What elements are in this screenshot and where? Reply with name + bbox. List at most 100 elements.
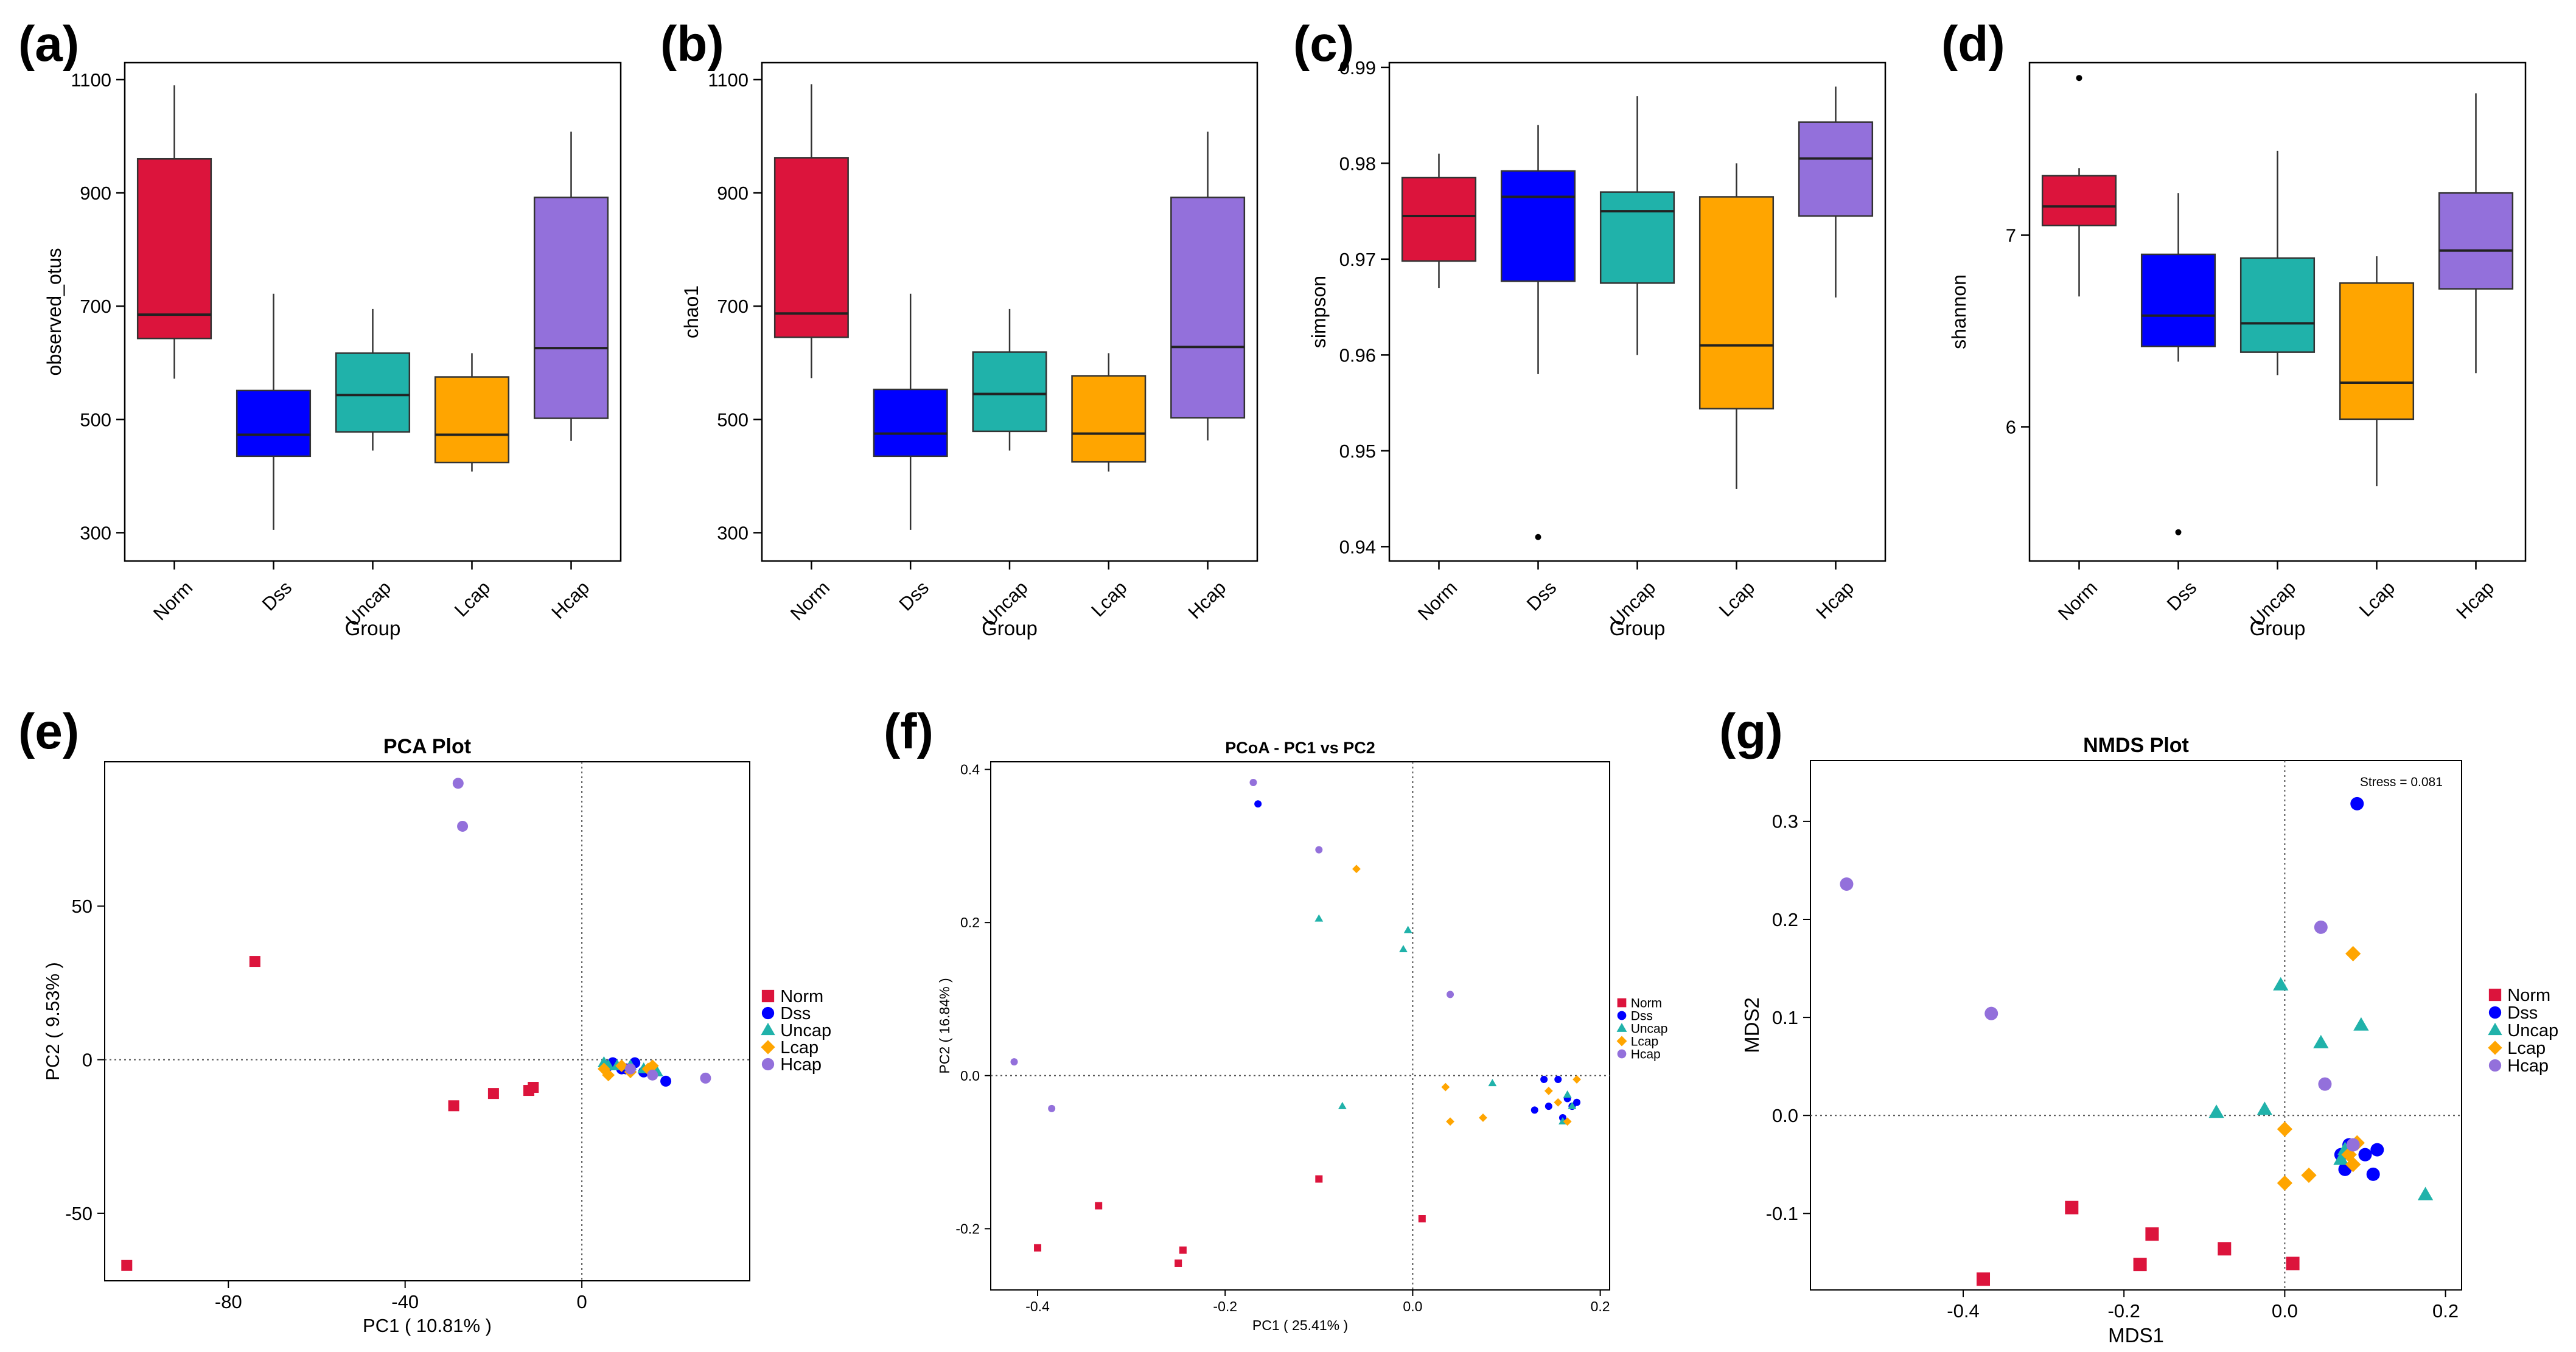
legend-key-lcap (761, 1040, 775, 1054)
data-point-dss (2350, 796, 2364, 810)
data-point-hcap (1010, 1058, 1018, 1066)
y-axis-label: simpson (1308, 276, 1330, 348)
data-point-uncap (2417, 1186, 2434, 1200)
legend-key-lcap (1616, 1036, 1627, 1047)
box-norm (2041, 75, 2117, 297)
x-tick-label: 0 (576, 1291, 587, 1312)
box-uncap (972, 308, 1047, 451)
x-axis-label: PC1 ( 10.81% ) (363, 1315, 492, 1336)
data-point-norm (528, 1082, 539, 1093)
series-dss (1254, 800, 1581, 1121)
y-tick-label: 0.94 (1339, 536, 1376, 557)
data-point-dss (1573, 1098, 1581, 1106)
data-point-lcap (1544, 1087, 1553, 1095)
data-point-lcap (1352, 865, 1361, 874)
box-iqr (1401, 176, 1477, 262)
series-hcap (1840, 877, 2360, 1152)
data-point-uncap (2333, 1151, 2349, 1165)
x-tick-label: Dss (258, 577, 296, 615)
data-point-norm (2065, 1200, 2079, 1214)
box-iqr (236, 389, 312, 458)
legend-label: Uncap (780, 1021, 831, 1040)
series-dss (2334, 796, 2384, 1181)
panel-label: (c) (1293, 16, 1354, 72)
y-tick-label: 300 (80, 522, 111, 543)
box-iqr (873, 388, 948, 458)
y-tick-label: 500 (80, 409, 111, 430)
legend-label: Lcap (780, 1038, 819, 1058)
data-point-norm (1034, 1244, 1042, 1252)
y-tick-label: -0.1 (1766, 1203, 1798, 1224)
data-point-hcap (624, 1063, 636, 1075)
legend-key-norm (761, 989, 775, 1003)
box-uncap (1599, 96, 1675, 355)
y-tick-label: -50 (65, 1203, 92, 1224)
x-tick-label: Hcap (2452, 577, 2498, 623)
data-point-hcap (1249, 778, 1257, 786)
x-tick-label: -0.2 (1213, 1298, 1237, 1314)
data-point-lcap (615, 1059, 628, 1073)
x-tick-label: Dss (895, 577, 933, 615)
data-point-lcap (2277, 1121, 2293, 1137)
y-tick-label: 500 (717, 409, 749, 430)
series-lcap (2277, 946, 2365, 1191)
scatter-panel-f: PCoA - PC1 vs PC2 -0.4 -0.2 0.0 0.2 -0.2 0.0 0.… (937, 739, 1667, 1333)
data-point-uncap (2257, 1101, 2273, 1115)
plot-frame (1810, 760, 2462, 1291)
data-point-dss (1540, 1076, 1548, 1084)
y-tick-label: 0.99 (1339, 57, 1376, 78)
legend-key-lcap (2488, 1040, 2502, 1055)
data-point-norm (1315, 1175, 1323, 1183)
y-tick-label: 0.96 (1339, 344, 1376, 366)
stress-annotation: Stress = 0.081 (2360, 775, 2443, 789)
x-tick-label: Dss (2163, 577, 2201, 615)
x-tick-label: Norm (149, 577, 197, 624)
box-iqr (434, 376, 510, 464)
data-point-norm (1418, 1215, 1426, 1223)
box-uncap (335, 308, 411, 451)
outlier-point (2076, 75, 2082, 82)
x-tick-label: Hcap (547, 577, 593, 623)
legend-label: Hcap (2507, 1056, 2549, 1076)
y-tick-label: 1100 (71, 69, 111, 91)
x-tick-label: Lcap (1715, 577, 1759, 621)
box-hcap (1798, 86, 1874, 298)
data-point-norm (249, 956, 260, 967)
y-axis-label: chao1 (680, 285, 702, 338)
x-tick-label: Lcap (2355, 577, 2399, 621)
data-point-norm (1977, 1272, 1991, 1286)
y-axis-label: PC2 ( 9.53% ) (42, 962, 63, 1081)
data-point-hcap (647, 1069, 658, 1081)
data-point-dss (2366, 1167, 2380, 1181)
x-tick-label: Lcap (450, 577, 494, 621)
box-iqr (533, 197, 609, 419)
data-point-uncap (1314, 914, 1324, 922)
legend-label: Lcap (1631, 1034, 1659, 1048)
series-lcap (1352, 865, 1581, 1126)
y-tick-label: 900 (717, 183, 749, 204)
plot-title: NMDS Plot (2083, 734, 2189, 757)
data-point-hcap (1315, 846, 1323, 854)
x-tick-label: Norm (786, 577, 834, 624)
data-point-dss (1554, 1076, 1562, 1084)
x-tick-label: Lcap (1087, 577, 1131, 621)
box-iqr (773, 157, 849, 338)
legend-label: Norm (2507, 986, 2550, 1005)
box-iqr (1500, 170, 1576, 282)
data-point-uncap (2273, 977, 2289, 991)
box-uncap (2239, 150, 2316, 375)
data-point-dss (660, 1075, 672, 1087)
data-point-lcap (2277, 1175, 2293, 1191)
data-point-lcap (1446, 1117, 1454, 1126)
data-point-dss (2370, 1143, 2384, 1157)
series-uncap (1314, 914, 1577, 1125)
y-axis-label: observed_otus (43, 248, 65, 376)
data-point-norm (2145, 1227, 2159, 1241)
panel-label: (b) (660, 16, 724, 72)
y-axis-label: PC2 ( 16.84% ) (937, 978, 952, 1073)
box-hcap (2438, 93, 2514, 374)
x-tick-label: -0.4 (1025, 1298, 1050, 1314)
